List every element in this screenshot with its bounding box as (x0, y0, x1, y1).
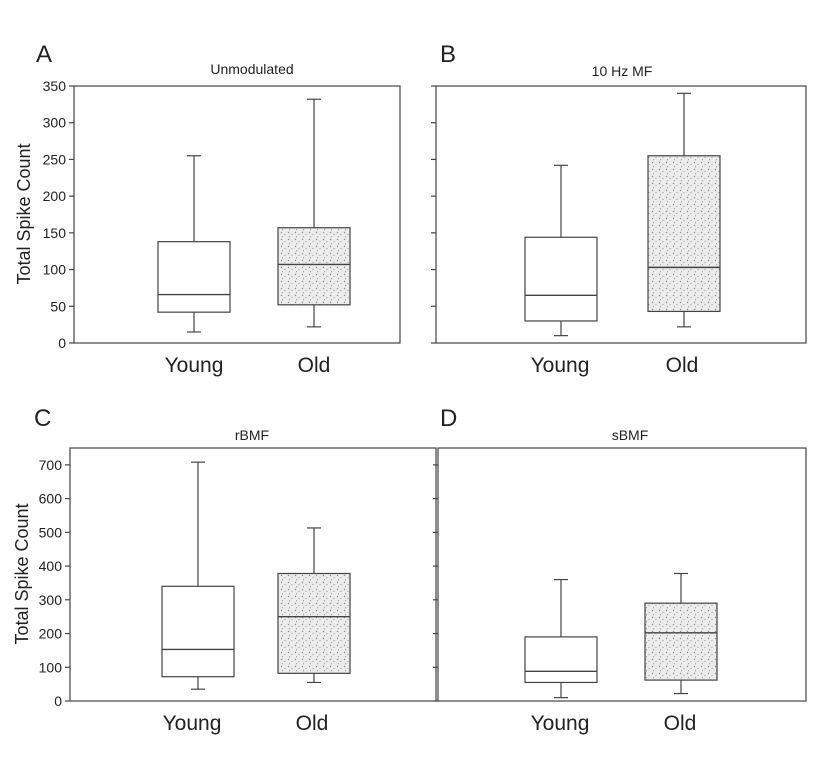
category-label: Young (531, 712, 590, 735)
box-young (157, 155, 231, 333)
y-tick-label: 400 (39, 558, 63, 574)
panel-a: A Unmodulated 0 50 100 150 200 250 300 350 Total S… (14, 41, 401, 377)
plot-frame (437, 447, 807, 702)
plot-frame (73, 85, 401, 344)
iqr-box (157, 241, 231, 313)
box-old (647, 92, 721, 328)
category-label: Young (165, 354, 224, 377)
category-label: Old (664, 712, 697, 735)
box-old (644, 572, 718, 695)
y-tick-label: 0 (58, 335, 66, 351)
panel-title: Unmodulated (210, 61, 293, 77)
y-axis-label: Total Spike Count (12, 503, 32, 644)
iqr-box (647, 155, 721, 313)
panel-title: sBMF (612, 427, 649, 443)
category-label: Old (298, 354, 331, 377)
category-label: Young (163, 712, 222, 735)
box-old (277, 527, 351, 684)
iqr-box (524, 636, 598, 684)
y-tick-label: 250 (43, 151, 67, 167)
y-tick-label: 500 (39, 524, 63, 540)
category-label: Old (666, 354, 699, 377)
panel-letter: B (440, 41, 456, 68)
panel-title: rBMF (235, 427, 269, 443)
plot-frame (435, 85, 807, 344)
box-old (277, 98, 351, 328)
panel-letter: C (34, 405, 51, 432)
y-tick-label: 350 (43, 78, 67, 94)
panel-letter: D (440, 405, 457, 432)
panel-b: B 10 Hz MF Young Old (431, 41, 807, 377)
y-tick-label: 600 (39, 491, 63, 507)
iqr-box (277, 572, 351, 674)
iqr-box (524, 236, 598, 322)
y-tick-label: 300 (39, 592, 63, 608)
y-axis-label: Total Spike Count (14, 143, 34, 284)
category-label: Young (531, 354, 590, 377)
box-young (161, 461, 235, 690)
box-young (524, 164, 598, 337)
iqr-box (161, 585, 235, 678)
y-tick-label: 100 (39, 659, 63, 675)
y-tick-label: 300 (43, 115, 67, 131)
y-tick-label: 50 (50, 298, 66, 314)
iqr-box (277, 227, 351, 306)
panel-title: 10 Hz MF (592, 63, 653, 79)
y-tick-label: 700 (39, 457, 63, 473)
category-label: Old (296, 712, 329, 735)
y-tick-label: 0 (54, 693, 62, 709)
iqr-box (644, 602, 718, 681)
y-tick-label: 200 (43, 188, 67, 204)
plot-frame (69, 447, 437, 702)
y-tick-label: 100 (43, 262, 67, 278)
y-tick-label: 200 (39, 626, 63, 642)
panel-letter: A (36, 41, 52, 68)
box-young (524, 578, 598, 699)
y-tick-label: 150 (43, 225, 67, 241)
